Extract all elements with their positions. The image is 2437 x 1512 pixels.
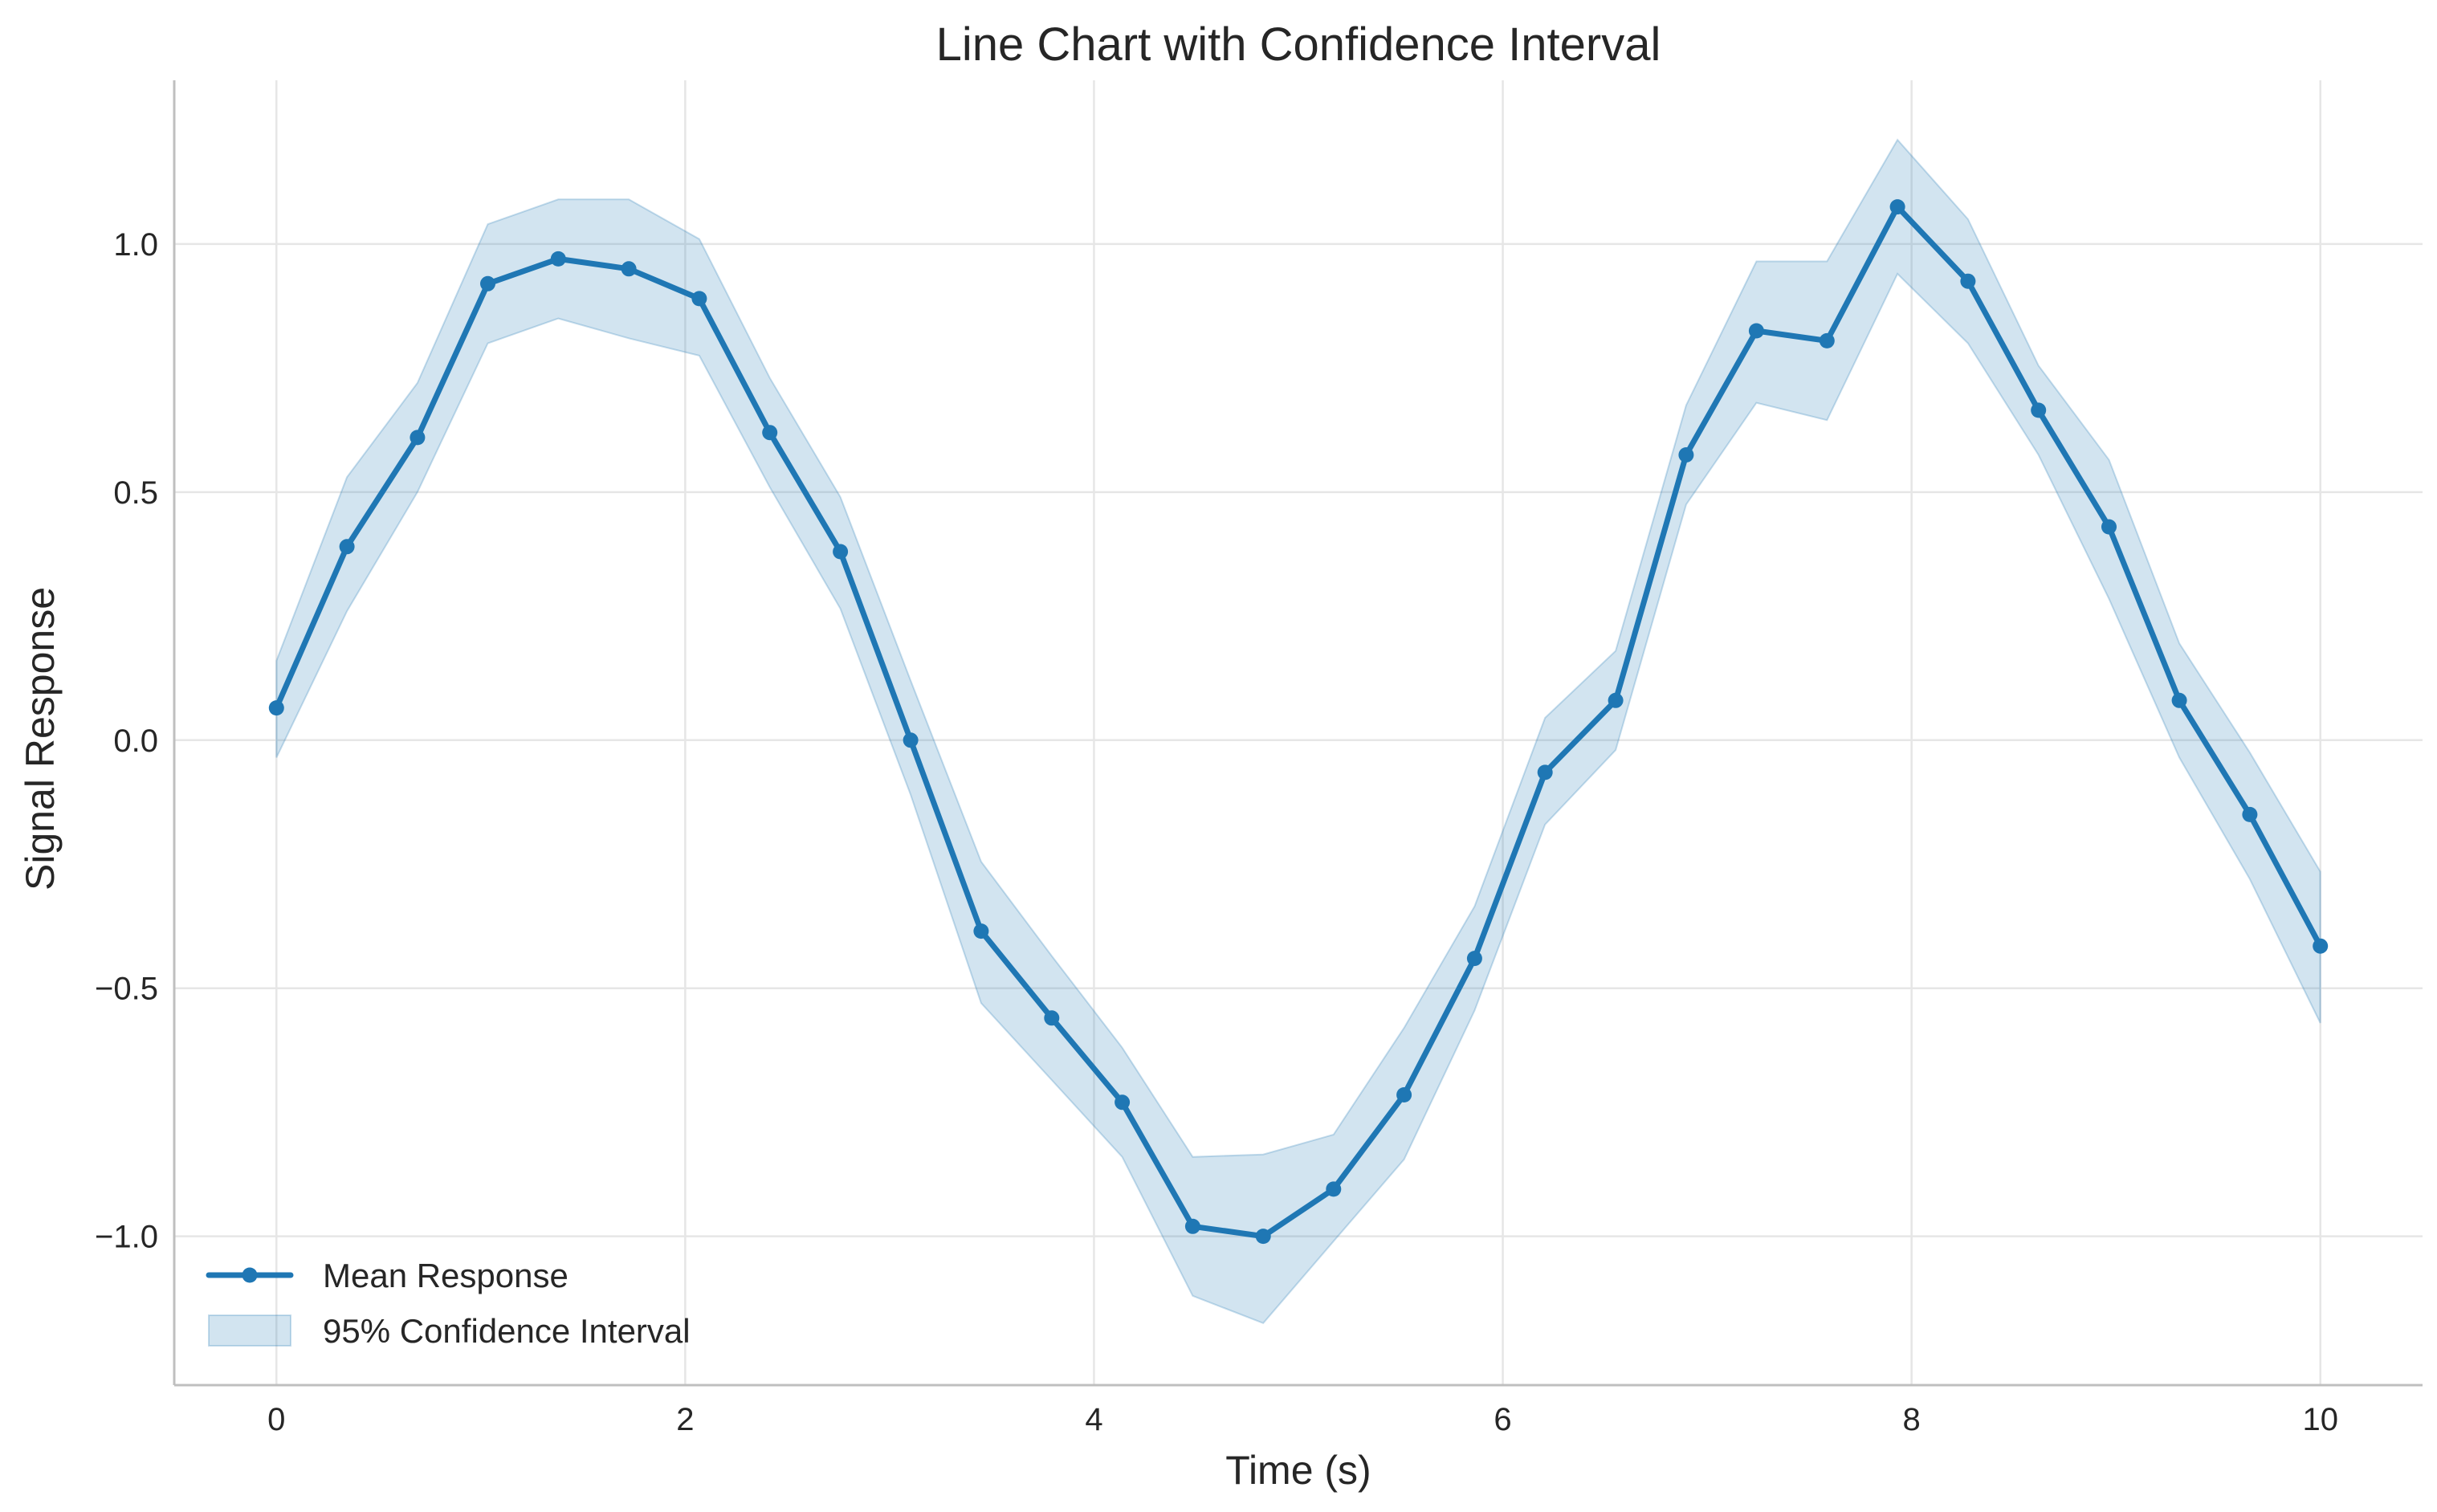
data-point [1396,1087,1412,1102]
data-point [1537,764,1553,780]
series-line-mean-response [273,204,2324,1240]
x-tick-label: 8 [1903,1402,1921,1437]
data-point [1678,447,1694,463]
chart-title: Line Chart with Confidence Interval [936,18,1661,71]
data-point [1748,323,1764,339]
data-point [691,291,707,307]
legend-label-mean: Mean Response [323,1257,568,1294]
data-point [268,700,284,716]
x-tick-label: 6 [1494,1402,1511,1437]
data-point [410,430,426,446]
data-point [903,732,919,748]
legend-band-swatch [208,1314,291,1347]
y-tick-label: 1.0 [113,227,158,263]
x-tick-label: 10 [2302,1402,2338,1437]
marker-layer [268,199,2329,1245]
axes [173,80,2423,1387]
data-point [973,923,989,939]
data-point [1326,1181,1342,1197]
x-tick-label: 4 [1085,1402,1102,1437]
legend-label-ci: 95% Confidence Interval [323,1312,691,1350]
tick-labels: 0 2 4 6 8 10 −1.0 −0.5 0.0 0.5 1.0 [95,227,2338,1437]
legend: Mean Response 95% Confidence Interval [206,1257,691,1350]
data-point [833,544,849,560]
grid [174,80,2423,1385]
x-tick-label: 0 [267,1402,285,1437]
data-point [1466,951,1482,967]
data-point [480,275,495,291]
x-tick-label: 2 [676,1402,694,1437]
data-point [2242,806,2258,822]
data-point [1115,1094,1131,1111]
data-point [1889,199,1905,215]
data-point [2313,938,2329,954]
x-axis-label: Time (s) [1225,1448,1371,1493]
data-point [550,251,566,267]
data-point [2101,519,2117,535]
series-line-layer [273,204,2324,1240]
y-axis-label: Signal Response [18,587,63,890]
data-point [1044,1010,1060,1026]
data-point [2031,402,2047,418]
y-tick-label: −1.0 [95,1220,158,1255]
data-point [762,425,778,441]
y-tick-label: 0.5 [113,475,158,511]
data-point [621,261,637,277]
y-tick-label: 0.0 [113,723,158,759]
legend-marker-swatch [242,1267,258,1283]
data-point [1960,273,1976,289]
confidence-band-layer [275,138,2321,1324]
confidence-band [275,138,2321,1324]
data-point [339,539,355,555]
y-tick-label: −0.5 [95,972,158,1007]
data-point [2171,692,2187,708]
data-point [1608,692,1624,708]
data-point [1255,1229,1271,1245]
data-point [1819,332,1835,348]
data-point [1184,1218,1200,1234]
